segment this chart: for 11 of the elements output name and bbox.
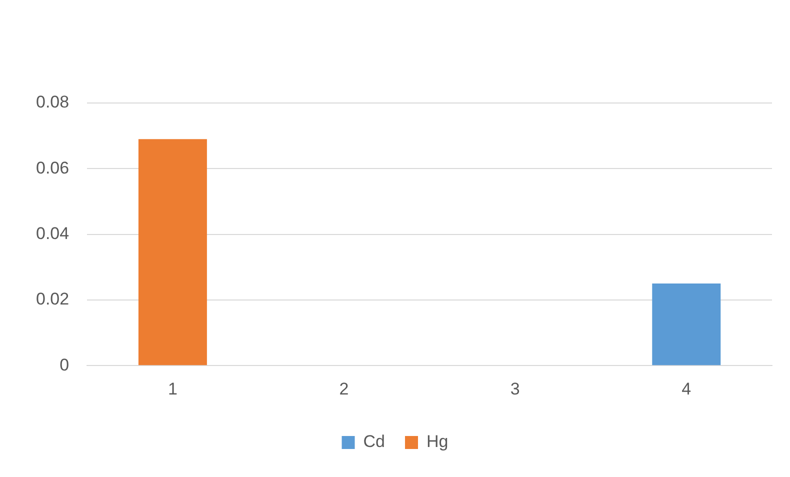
- x-tick-label: 3: [510, 379, 520, 398]
- y-tick-label: 0.02: [36, 290, 70, 309]
- legend-label: Hg: [426, 432, 448, 452]
- x-tick-label: 4: [682, 379, 692, 398]
- y-tick-label: 0.04: [36, 224, 70, 243]
- x-tick-label: 2: [339, 379, 349, 398]
- legend-label: Cd: [363, 432, 386, 452]
- y-tick-label: 0: [60, 355, 70, 374]
- x-tick-label: 1: [168, 379, 178, 398]
- y-tick-label: 0.08: [36, 92, 70, 112]
- y-tick-label: 0.06: [36, 158, 70, 178]
